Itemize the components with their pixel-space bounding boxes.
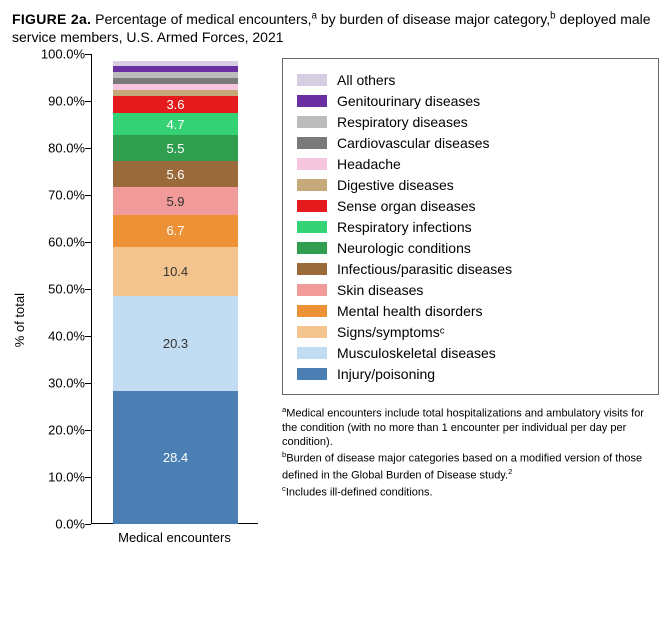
- y-tick-mark: [85, 148, 91, 149]
- y-axis-label: % of total: [12, 253, 27, 347]
- legend-label: Cardiovascular diseases: [337, 135, 490, 151]
- legend-swatch: [297, 179, 327, 191]
- legend-item: Digestive diseases: [297, 174, 644, 195]
- legend-item: Respiratory infections: [297, 216, 644, 237]
- legend-item: All others: [297, 69, 644, 90]
- legend-swatch: [297, 158, 327, 170]
- legend-item: Respiratory diseases: [297, 111, 644, 132]
- chart-container: % of total 28.420.310.46.75.95.65.54.73.…: [12, 54, 659, 545]
- right-column: All others Genitourinary diseases Respirat…: [282, 54, 659, 501]
- legend-label: Musculoskeletal diseases: [337, 345, 496, 361]
- legend-swatch: [297, 74, 327, 86]
- y-tick-label: 50.0%: [33, 282, 85, 297]
- legend-swatch: [297, 305, 327, 317]
- legend-label: Signs/symptomsᶜ: [337, 324, 445, 340]
- y-tick-label: 20.0%: [33, 423, 85, 438]
- stacked-bar: 28.420.310.46.75.95.65.54.73.6: [113, 61, 238, 524]
- legend-label: Neurologic conditions: [337, 240, 471, 256]
- legend-label: Genitourinary diseases: [337, 93, 480, 109]
- y-tick-label: 80.0%: [33, 141, 85, 156]
- y-tick-label: 0.0%: [33, 517, 85, 532]
- legend-item: Mental health disorders: [297, 300, 644, 321]
- y-tick-mark: [85, 195, 91, 196]
- footnote-c: cIncludes ill-defined conditions.: [282, 484, 659, 500]
- y-tick-mark: [85, 101, 91, 102]
- legend-swatch: [297, 326, 327, 338]
- y-tick-label: 70.0%: [33, 188, 85, 203]
- y-tick-mark: [85, 383, 91, 384]
- bar-segment: [113, 90, 238, 97]
- footnote-b: bBurden of disease major categories base…: [282, 450, 659, 483]
- legend-label: Sense organ diseases: [337, 198, 476, 214]
- legend-swatch: [297, 368, 327, 380]
- y-tick-mark: [85, 289, 91, 290]
- y-tick-label: 10.0%: [33, 470, 85, 485]
- legend-item: Infectious/parasitic diseases: [297, 258, 644, 279]
- x-category-label: Medical encounters: [91, 530, 258, 545]
- y-tick-mark: [85, 430, 91, 431]
- y-tick-label: 100.0%: [33, 47, 85, 62]
- y-tick-mark: [85, 336, 91, 337]
- legend-item: Musculoskeletal diseases: [297, 342, 644, 363]
- y-axis-line: [91, 54, 92, 524]
- bar-segment: 3.6: [113, 96, 238, 113]
- y-tick-label: 30.0%: [33, 376, 85, 391]
- legend-label: Digestive diseases: [337, 177, 454, 193]
- legend-label: Respiratory infections: [337, 219, 472, 235]
- legend: All others Genitourinary diseases Respirat…: [282, 58, 659, 395]
- legend-swatch: [297, 200, 327, 212]
- bar-segment: 4.7: [113, 113, 238, 135]
- legend-label: Skin diseases: [337, 282, 423, 298]
- legend-label: Mental health disorders: [337, 303, 483, 319]
- plot-column: 28.420.310.46.75.95.65.54.73.6 0.0% 10.0%…: [33, 54, 258, 545]
- plot-area: 28.420.310.46.75.95.65.54.73.6 0.0%10.0%…: [33, 54, 258, 524]
- legend-swatch: [297, 242, 327, 254]
- legend-label: Infectious/parasitic diseases: [337, 261, 512, 277]
- bar-segment: 5.5: [113, 135, 238, 161]
- y-tick-mark: [85, 54, 91, 55]
- legend-item: Signs/symptomsᶜ: [297, 321, 644, 342]
- y-tick-label: 60.0%: [33, 235, 85, 250]
- y-tick-mark: [85, 242, 91, 243]
- legend-item: Cardiovascular diseases: [297, 132, 644, 153]
- bar-segment: 10.4: [113, 247, 238, 296]
- legend-item: Sense organ diseases: [297, 195, 644, 216]
- bar-segment: 28.4: [113, 391, 238, 524]
- figure-title: FIGURE 2a. Percentage of medical encount…: [12, 10, 659, 46]
- footnote-a: aMedical encounters include total hospit…: [282, 405, 659, 449]
- legend-swatch: [297, 137, 327, 149]
- legend-swatch: [297, 284, 327, 296]
- bar-segment: 6.7: [113, 215, 238, 246]
- legend-swatch: [297, 263, 327, 275]
- legend-item: Skin diseases: [297, 279, 644, 300]
- footnotes: aMedical encounters include total hospit…: [282, 405, 659, 501]
- legend-item: Genitourinary diseases: [297, 90, 644, 111]
- legend-item: Injury/poisoning: [297, 363, 644, 384]
- legend-label: All others: [337, 72, 395, 88]
- y-tick-mark: [85, 477, 91, 478]
- legend-label: Injury/poisoning: [337, 366, 435, 382]
- legend-swatch: [297, 116, 327, 128]
- y-tick-label: 40.0%: [33, 329, 85, 344]
- bar-segment: 5.6: [113, 161, 238, 187]
- legend-swatch: [297, 95, 327, 107]
- legend-swatch: [297, 221, 327, 233]
- legend-swatch: [297, 347, 327, 359]
- legend-label: Respiratory diseases: [337, 114, 468, 130]
- y-tick-mark: [85, 524, 91, 525]
- legend-item: Neurologic conditions: [297, 237, 644, 258]
- legend-label: Headache: [337, 156, 401, 172]
- figure-lead: FIGURE 2a.: [12, 11, 91, 27]
- bar-segment: 20.3: [113, 296, 238, 391]
- bar-segment: 5.9: [113, 187, 238, 215]
- y-tick-label: 90.0%: [33, 94, 85, 109]
- legend-item: Headache: [297, 153, 644, 174]
